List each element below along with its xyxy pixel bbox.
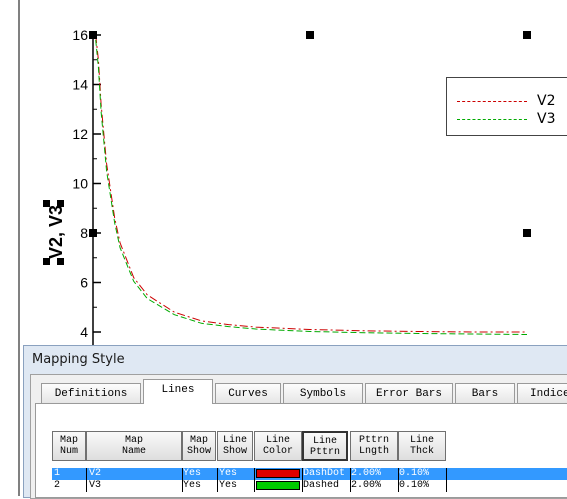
cell-line-pattern: Dashed [303, 480, 340, 491]
selection-handles[interactable] [89, 31, 531, 237]
cell-pattern-length: 2.00% [351, 468, 382, 479]
col-separator [350, 480, 351, 492]
legend-entry-v2: V2 [457, 93, 567, 109]
col-header-line1: Line [409, 435, 434, 446]
col-header-line1: Line [265, 435, 290, 446]
lines-tab-panel: Map Num Map Name Map Show Line Show Line Colo… [35, 403, 567, 498]
table-row[interactable]: 2 V3 Yes Yes Dashed 2.00% 0.10% [52, 480, 567, 492]
series-line-v2 [95, 34, 527, 333]
tab-bars[interactable]: Bars [455, 383, 515, 403]
col-header-line2: Thck [409, 446, 434, 457]
col-header-line1: Line [312, 436, 337, 447]
col-separator [182, 480, 183, 492]
tab-indices[interactable]: Indice [517, 383, 567, 403]
cell-line-pattern: DashDot [303, 468, 346, 479]
mapping-style-dialog[interactable]: Mapping Style Definitions Lines Curves S… [23, 345, 567, 499]
legend-label-v3: V3 [537, 111, 556, 127]
y-tick-label: 16 [72, 27, 88, 43]
y-tick-label: 10 [72, 176, 88, 192]
col-header-line-thickness[interactable]: Line Thck [398, 431, 446, 461]
col-header-line2: Show [186, 446, 211, 457]
col-header-line2: Show [222, 446, 247, 457]
tab-symbols[interactable]: Symbols [283, 383, 363, 403]
col-separator [446, 468, 447, 480]
col-separator [86, 468, 87, 480]
col-header-line1: Line [222, 435, 247, 446]
y-tick-label: 4 [80, 324, 88, 340]
col-header-pattern-length[interactable]: Pttrn Lngth [350, 431, 398, 461]
cell-line-thickness: 0.10% [399, 480, 430, 491]
y-tick-label: 8 [80, 225, 88, 241]
col-header-line2: Color [262, 446, 293, 457]
col-header-line-show[interactable]: Line Show [217, 431, 253, 461]
y-axis-ticks: 16 14 12 10 8 6 4 [72, 27, 101, 358]
col-separator [217, 480, 218, 492]
col-header-map-show[interactable]: Map Show [182, 431, 216, 461]
handle-mid-left[interactable] [89, 229, 97, 237]
dialog-title: Mapping Style [32, 352, 125, 367]
line-color-swatch [256, 469, 300, 478]
col-separator [182, 468, 183, 480]
cell-map-name: V2 [89, 468, 102, 479]
col-header-line1: Map [189, 435, 208, 446]
col-header-line2: Name [121, 446, 146, 457]
ylabel-handle-top[interactable] [43, 200, 50, 207]
ylabel-handle-bottom[interactable] [43, 258, 50, 265]
col-header-map-name[interactable]: Map Name [86, 431, 182, 461]
ylabel-handle-top-right[interactable] [57, 200, 64, 207]
col-separator [398, 480, 399, 492]
ylabel-handle-bottom-right[interactable] [57, 258, 64, 265]
tab-error-bars[interactable]: Error Bars [365, 383, 453, 403]
cell-line-show: Yes [219, 480, 238, 491]
data-series [95, 34, 528, 335]
tab-definitions[interactable]: Definitions [41, 383, 141, 403]
cell-map-num: 1 [54, 468, 61, 479]
col-header-map-num[interactable]: Map Num [52, 431, 86, 461]
col-separator [86, 480, 87, 492]
handle-top-right[interactable] [523, 31, 531, 39]
col-separator [302, 468, 303, 480]
col-header-line1: Map [59, 435, 78, 446]
col-header-line-color[interactable]: Line Color [254, 431, 302, 461]
col-header-line-pattern[interactable]: Line Pttrn [302, 431, 348, 461]
cell-map-show: Yes [183, 480, 202, 491]
cell-map-num: 2 [54, 480, 61, 491]
col-separator [254, 468, 255, 480]
y-tick-label: 14 [72, 77, 88, 93]
cell-line-show: Yes [219, 468, 238, 479]
line-color-swatch [256, 481, 300, 490]
handle-top-left[interactable] [89, 31, 97, 39]
legend-entry-v3: V3 [457, 111, 567, 127]
legend-label-v2: V2 [537, 93, 556, 109]
cell-pattern-length: 2.00% [351, 480, 382, 491]
y-axis-label[interactable]: V2, V3 [46, 205, 66, 259]
cell-map-show: Yes [183, 468, 202, 479]
series-line-v3 [95, 39, 528, 335]
legend-line-v3 [457, 119, 527, 120]
handle-mid-right[interactable] [523, 229, 531, 237]
col-header-line2: Pttrn [309, 447, 340, 458]
col-separator [398, 468, 399, 480]
table-row[interactable]: 1 V2 Yes Yes DashDot 2.00% 0.10% [52, 468, 567, 480]
legend-line-v2 [457, 101, 527, 102]
col-header-line1: Map [124, 435, 143, 446]
col-separator [217, 468, 218, 480]
y-tick-label: 6 [80, 275, 88, 291]
col-separator [302, 480, 303, 492]
y-label-handles[interactable] [43, 200, 64, 265]
y-tick-label: 12 [72, 126, 88, 142]
col-separator [446, 480, 447, 492]
chart-legend[interactable]: V2 V3 [446, 77, 567, 136]
col-separator [350, 468, 351, 480]
tab-curves[interactable]: Curves [215, 383, 281, 403]
col-header-line2: Lngth [358, 446, 389, 457]
col-header-line2: Num [59, 446, 78, 457]
cell-map-name: V3 [89, 480, 102, 491]
col-separator [254, 480, 255, 492]
cell-line-thickness: 0.10% [399, 468, 430, 479]
col-header-line1: Pttrn [358, 435, 389, 446]
tab-lines[interactable]: Lines [143, 379, 213, 404]
dialog-body: Definitions Lines Curves Symbols Error B… [30, 374, 567, 499]
handle-top-mid[interactable] [306, 31, 314, 39]
